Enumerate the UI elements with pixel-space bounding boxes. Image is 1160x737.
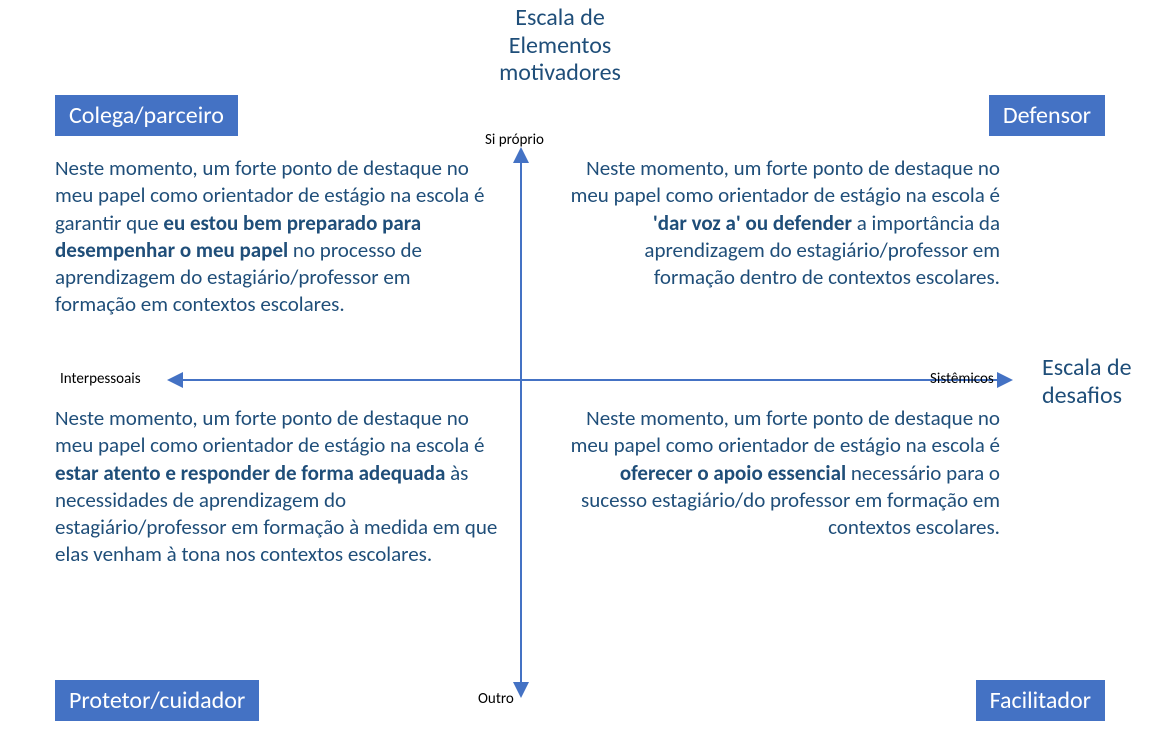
axis-title-line: desafios bbox=[1042, 382, 1152, 410]
axis-end-left: Interpessoais bbox=[60, 370, 141, 388]
text-pre: Neste momento, um forte ponto de destaqu… bbox=[571, 405, 1000, 458]
text-pre: Neste momento, um forte ponto de destaqu… bbox=[55, 405, 484, 458]
quadrant-text-protetor: Neste momento, um forte ponto de destaqu… bbox=[55, 405, 510, 569]
text-bold: oferecer o apoio essencial bbox=[620, 460, 846, 486]
axis-title-motivators: Escala de Elementos motivadores bbox=[460, 4, 660, 87]
quadrant-label-colega: Colega/parceiro bbox=[55, 95, 238, 136]
quadrant-diagram: Escala de Elementos motivadores Escala d… bbox=[0, 0, 1160, 737]
text-bold: 'dar voz a' ou defender bbox=[653, 210, 852, 236]
axis-title-line: Elementos bbox=[460, 32, 660, 60]
axis-title-line: motivadores bbox=[460, 59, 660, 87]
quadrant-text-facilitador: Neste momento, um forte ponto de destaqu… bbox=[555, 405, 1000, 541]
axis-title-line: Escala de bbox=[460, 4, 660, 32]
axis-title-line: Escala de bbox=[1042, 354, 1152, 382]
text-bold: estar atento e responder de forma adequa… bbox=[55, 460, 445, 486]
axis-end-top: Si próprio bbox=[485, 131, 544, 149]
axis-end-right: Sistêmicos bbox=[930, 370, 994, 388]
quadrant-label-defensor: Defensor bbox=[989, 95, 1105, 136]
quadrant-label-protetor: Protetor/cuidador bbox=[55, 680, 259, 721]
text-pre: Neste momento, um forte ponto de destaqu… bbox=[571, 155, 1000, 208]
axis-title-challenges: Escala de desafios bbox=[1042, 354, 1152, 409]
axis-end-bottom: Outro bbox=[478, 690, 514, 708]
quadrant-label-facilitador: Facilitador bbox=[976, 680, 1105, 721]
quadrant-text-colega: Neste momento, um forte ponto de destaqu… bbox=[55, 155, 495, 319]
quadrant-text-defensor: Neste momento, um forte ponto de destaqu… bbox=[560, 155, 1000, 291]
